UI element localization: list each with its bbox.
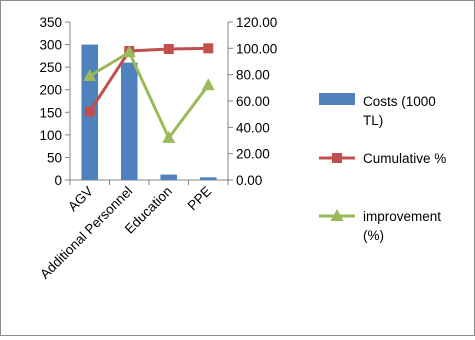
y-right-tick-label: 0.00 — [236, 173, 262, 188]
improvement-point-4 — [201, 78, 215, 91]
x-category-label: AGV — [65, 184, 96, 215]
cumulative-point-3 — [163, 43, 174, 54]
y-left-tick-label: 300 — [39, 38, 62, 53]
improvement-point-2 — [122, 45, 136, 58]
y-left-tick-label: 100 — [39, 128, 62, 143]
y-left-tick-label: 0 — [54, 173, 62, 188]
y-right-tick-label: 80.00 — [236, 68, 270, 83]
legend-label-costs: Costs (1000 — [363, 94, 436, 109]
pareto-chart: 0 50 100 150 200 250 300 350 0.00 20.00 40.00 60.00… — [37, 15, 446, 282]
y-right-tick-label: 120.00 — [236, 15, 277, 30]
legend-swatch-costs — [319, 93, 355, 105]
y-left-tick-label: 350 — [39, 15, 62, 30]
y-right-tick-label: 40.00 — [236, 120, 270, 135]
x-category-label: PPE — [185, 184, 215, 214]
legend-label-costs: TL) — [363, 113, 383, 128]
y-left-tick-label: 200 — [39, 83, 62, 98]
cumulative-point-1 — [84, 106, 95, 117]
y-right-tick-label: 20.00 — [236, 147, 270, 162]
improvement-line — [88, 50, 210, 140]
y-right-tick-label: 100.00 — [236, 41, 277, 56]
bar-3 — [160, 174, 178, 180]
cumulative-point-4 — [203, 43, 214, 54]
y-left-tick-label: 50 — [47, 150, 62, 165]
legend-label-improvement: (%) — [363, 228, 384, 243]
y-right-tick-label: 60.00 — [236, 94, 270, 109]
legend-label-improvement: improvement — [363, 209, 441, 224]
y-left-tick-label: 150 — [39, 105, 62, 120]
y-left-tick-label: 250 — [39, 60, 62, 75]
bar-2 — [120, 62, 138, 180]
cumulative-line — [88, 46, 209, 113]
legend-label-cumulative: Cumulative % — [363, 151, 446, 166]
legend-marker-cumulative — [332, 153, 342, 163]
improvement-point-3 — [162, 130, 176, 143]
bar-4 — [199, 177, 217, 180]
improvement-point-1 — [83, 68, 97, 81]
legend-marker-improvement — [330, 209, 344, 221]
